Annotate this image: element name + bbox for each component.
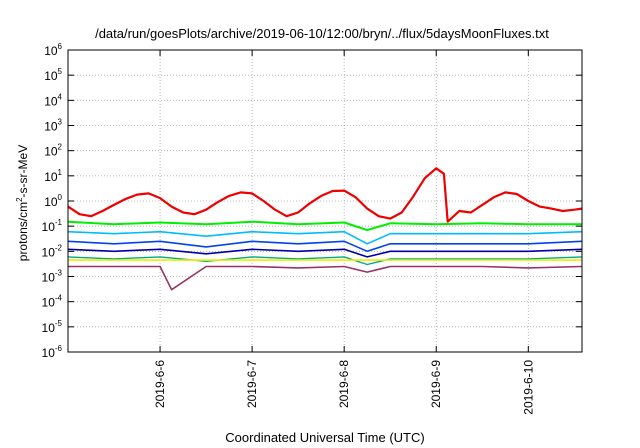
x-tick-label: 2019-6-10 xyxy=(521,360,535,415)
series-line-6 xyxy=(67,256,583,266)
y-axis: 10-6 10-5 10-4 10-3 10-2 10-1 100 101 102 103 104 1… xyxy=(42,42,582,360)
series-group xyxy=(67,167,583,291)
x-tick-label: 2019-6-9 xyxy=(429,360,443,408)
series-line-4 xyxy=(67,240,583,253)
y-tick-label: 10-6 xyxy=(42,344,63,360)
x-axis-label: Coordinated Universal Time (UTC) xyxy=(225,430,424,445)
plot-frame xyxy=(67,49,583,353)
y-tick-label: 104 xyxy=(44,92,62,108)
series-line-3 xyxy=(67,230,583,245)
x-tick-label: 2019-6-6 xyxy=(153,360,167,408)
y-tick-label: 10-5 xyxy=(42,319,63,335)
y-tick-label: 100 xyxy=(44,193,62,209)
y-tick-label: 102 xyxy=(44,143,62,159)
y-tick-label: 106 xyxy=(44,42,62,58)
series-line-5 xyxy=(67,248,583,258)
y-tick-label: 105 xyxy=(44,67,62,83)
chart-title: /data/run/goesPlots/archive/2019-06-10/1… xyxy=(95,26,549,41)
series-line-1 xyxy=(67,167,583,223)
series-line-8 xyxy=(68,265,583,291)
y-axis-label: protons/cm2-s-sr-MeV xyxy=(15,145,30,261)
grid xyxy=(68,50,582,352)
y-tick-label: 10-2 xyxy=(42,243,63,259)
series-line-2 xyxy=(67,220,582,232)
y-tick-label: 10-1 xyxy=(42,218,63,234)
y-tick-label: 10-3 xyxy=(42,269,63,285)
y-tick-label: 10-4 xyxy=(42,294,63,310)
x-axis: 2019-6-6 2019-6-7 2019-6-8 2019-6-9 2019-6-1… xyxy=(153,50,535,415)
x-tick-label: 2019-6-7 xyxy=(245,360,259,408)
y-tick-label: 101 xyxy=(44,168,62,184)
y-tick-label: 103 xyxy=(44,118,62,134)
x-tick-label: 2019-6-8 xyxy=(337,360,351,408)
